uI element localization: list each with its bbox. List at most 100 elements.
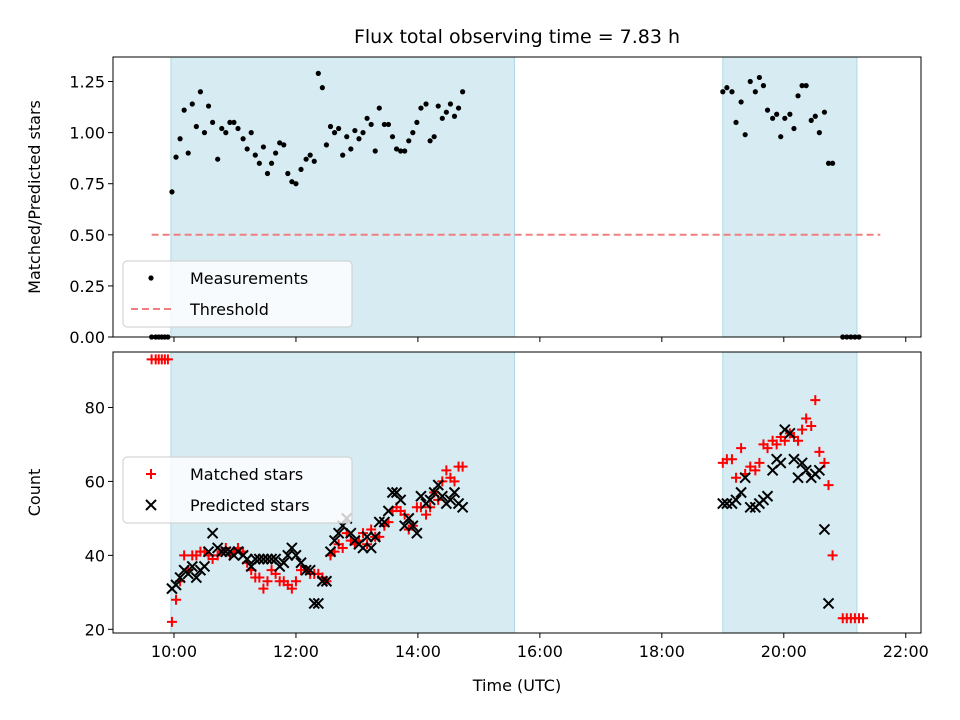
data-point	[262, 576, 273, 587]
data-point	[441, 465, 452, 476]
data-point	[432, 479, 444, 491]
data-point	[311, 158, 317, 164]
data-point	[775, 457, 787, 469]
y-tick-label: 0.00	[69, 328, 105, 347]
data-point	[829, 160, 836, 166]
data-point	[739, 472, 751, 484]
data-point	[332, 527, 345, 539]
data-point	[771, 439, 782, 450]
y-tick-label: 0.75	[69, 175, 105, 194]
data-point	[721, 497, 733, 510]
data-point	[331, 130, 338, 136]
data-point	[337, 542, 348, 553]
data-point	[308, 597, 320, 610]
axes-frame	[112, 351, 922, 634]
data-point	[201, 130, 208, 136]
data-point	[273, 150, 279, 156]
data-point	[398, 148, 404, 154]
data-point	[394, 494, 407, 506]
x-tick-label: 16:00	[517, 642, 563, 661]
data-point	[736, 443, 747, 454]
data-point	[456, 501, 469, 513]
data-point	[278, 557, 290, 569]
data-point	[210, 119, 216, 126]
y-axis-label: Count	[25, 469, 44, 517]
x-tick-label: 14:00	[395, 642, 441, 661]
data-point	[244, 146, 250, 152]
data-point	[198, 560, 211, 573]
data-point	[385, 121, 392, 128]
data-point	[431, 134, 437, 140]
data-point	[443, 109, 449, 115]
data-point	[791, 125, 797, 132]
data-point	[316, 575, 329, 587]
data-point	[782, 115, 788, 121]
data-point	[260, 144, 267, 150]
data-point	[345, 527, 357, 539]
data-point	[174, 571, 186, 584]
x-tick-label: 18:00	[639, 642, 685, 661]
legend-box	[122, 260, 353, 328]
data-point	[774, 111, 780, 117]
data-point	[447, 101, 454, 107]
y-tick-label: 1.00	[69, 124, 105, 143]
data-point	[460, 89, 466, 95]
data-point	[806, 420, 817, 431]
data-point	[286, 542, 298, 554]
data-point	[731, 472, 742, 483]
data-point	[808, 117, 814, 123]
data-point	[812, 113, 818, 119]
data-point	[303, 156, 309, 162]
data-point	[762, 443, 773, 454]
data-point	[788, 453, 800, 465]
data-point	[423, 101, 429, 107]
data-point	[415, 490, 427, 502]
data-point	[369, 531, 381, 543]
data-point	[190, 571, 203, 584]
data-point	[293, 181, 299, 187]
chart-title: Flux total observing time = 7.83 h	[354, 26, 680, 48]
data-point	[223, 130, 229, 136]
data-point	[254, 572, 265, 583]
data-point	[418, 105, 424, 111]
data-point	[258, 583, 269, 594]
data-point	[181, 107, 187, 113]
y-tick-label: 80	[85, 398, 105, 417]
data-point	[393, 146, 400, 152]
data-point	[193, 123, 199, 130]
data-point	[290, 549, 302, 562]
data-point	[182, 568, 194, 580]
y-tick-label: 20	[85, 620, 105, 639]
data-point	[745, 461, 756, 472]
data-point	[171, 594, 182, 605]
data-point	[720, 89, 726, 95]
data-point	[340, 152, 346, 158]
data-point	[286, 583, 297, 594]
legend-marker	[145, 499, 157, 511]
data-point	[162, 354, 173, 365]
data-point	[277, 140, 283, 146]
data-point	[166, 616, 177, 627]
data-point	[407, 520, 419, 532]
data-point	[778, 134, 784, 140]
data-point	[361, 531, 373, 543]
data-point	[398, 520, 411, 532]
data-point	[378, 516, 391, 528]
data-point	[382, 505, 395, 517]
data-point	[738, 99, 744, 105]
data-point	[801, 413, 812, 424]
data-point	[357, 542, 369, 554]
data-point	[289, 179, 295, 185]
data-point	[185, 150, 191, 156]
data-point	[451, 113, 458, 119]
data-point	[257, 553, 270, 565]
data-point	[235, 125, 241, 132]
data-point	[356, 136, 362, 142]
data-point	[261, 553, 274, 565]
data-point	[770, 115, 776, 121]
data-point	[457, 461, 468, 472]
x-axis-label: Time (UTC)	[472, 676, 561, 695]
data-point	[177, 136, 183, 142]
y-tick-label: 1.25	[69, 73, 105, 92]
